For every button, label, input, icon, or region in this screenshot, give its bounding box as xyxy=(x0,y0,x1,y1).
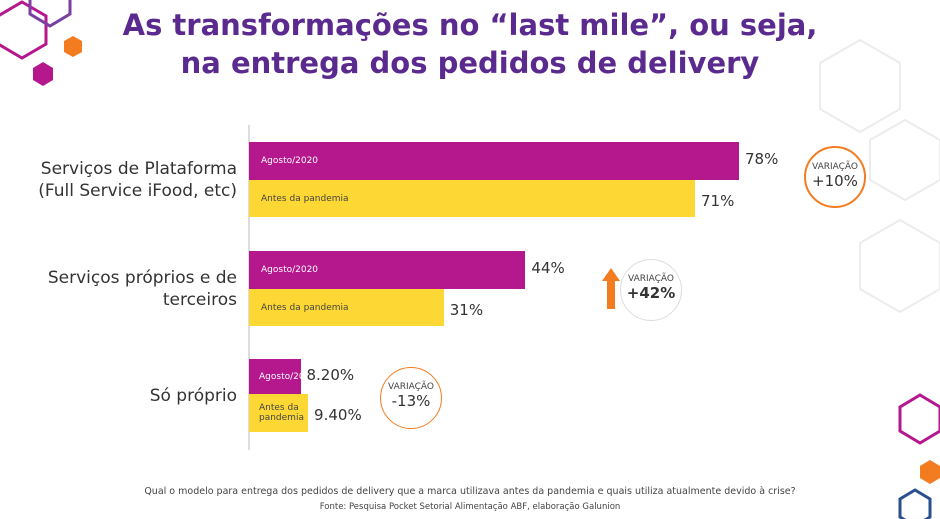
value-label: 8.20% xyxy=(306,365,355,384)
source: Fonte: Pesquisa Pocket Setorial Alimenta… xyxy=(319,502,621,512)
category-label: Serviços próprios e de terceiros xyxy=(47,267,237,310)
chart-title: As transformações no “last mile”, ou sej… xyxy=(122,8,818,42)
variation-badge: VARIAÇÃO +42% xyxy=(620,259,682,321)
variation-label: VARIAÇÃO xyxy=(627,274,674,284)
value-label: 44% xyxy=(531,259,565,277)
question: Qual o modelo para entrega dos pedidos d… xyxy=(144,486,796,497)
variation-label: VARIAÇÃO xyxy=(811,162,858,172)
category-label: Serviços de Plataforma (Full Service iFo… xyxy=(38,158,237,201)
variation-value: +42% xyxy=(626,284,676,302)
bar: Antes da pandemia xyxy=(249,180,696,217)
value-label: 9.40% xyxy=(314,406,362,424)
variation-value: +10% xyxy=(812,172,858,190)
variation-badge: VARIAÇÃO -13% xyxy=(380,367,442,429)
variation-value: -13% xyxy=(391,392,431,410)
bar: Agosto/2020 xyxy=(249,359,316,394)
value-label: 31% xyxy=(449,300,484,319)
value-label: 78% xyxy=(745,150,779,168)
variation-label: VARIAÇÃO xyxy=(387,382,434,392)
up-arrow xyxy=(602,268,620,309)
bar: Antes da pandemia xyxy=(249,394,309,432)
value-label: 71% xyxy=(701,191,735,210)
bar: Agosto/2020 xyxy=(249,142,739,180)
category-label: Só próprio xyxy=(149,385,237,406)
bar: Agosto/2020 xyxy=(249,251,526,289)
bar: Antes da pandemia xyxy=(249,289,444,326)
variation-badge: VARIAÇÃO +10% xyxy=(804,146,866,208)
chart-title: na entrega dos pedidos de delivery xyxy=(180,46,760,80)
